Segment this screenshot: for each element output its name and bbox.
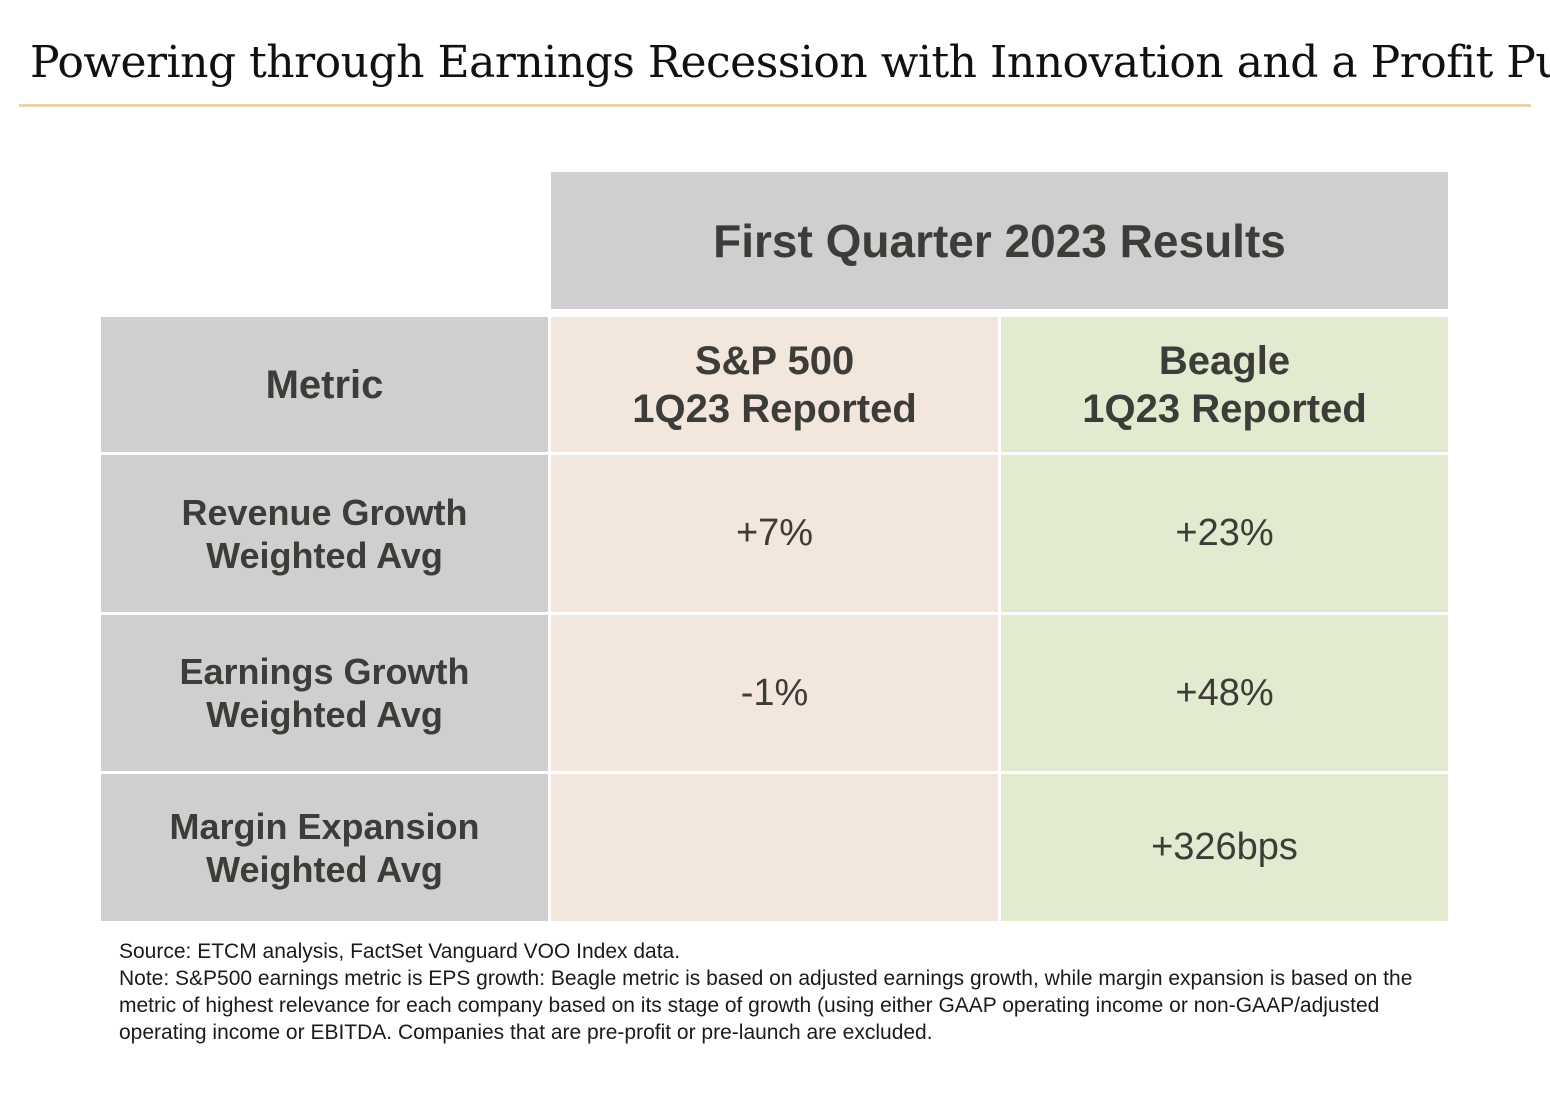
metric-label-line1: Earnings Growth — [179, 651, 470, 692]
column-header-beagle-line1: Beagle — [1158, 338, 1291, 383]
metric-label-line1: Revenue Growth — [181, 491, 468, 533]
beagle-value-cell: +326bps — [1001, 774, 1448, 921]
column-header-sp500-line2: 1Q23 Reported — [632, 386, 917, 431]
group-header: First Quarter 2023 Results — [551, 172, 1448, 309]
footnote: Source: ETCM analysis, FactSet Vanguard … — [119, 938, 1449, 1046]
metric-label-line2: Weighted Avg — [206, 848, 443, 890]
table-row-label: Revenue Growth Weighted Avg — [101, 455, 548, 612]
title-divider — [19, 104, 1531, 107]
metric-label-line2: Weighted Avg — [206, 534, 443, 576]
beagle-value-cell: +23% — [1001, 455, 1448, 612]
sp500-value-cell — [551, 774, 998, 921]
metric-label-line1: Margin Expansion — [169, 805, 480, 847]
column-header-sp500: S&P 500 1Q23 Reported — [551, 317, 998, 452]
beagle-value-cell: +48% — [1001, 615, 1448, 771]
metric-label-line2: Weighted Avg — [206, 694, 443, 735]
column-header-metric: Metric — [101, 317, 548, 452]
methodology-note: Note: S&P500 earnings metric is EPS grow… — [119, 967, 1413, 1044]
sp500-value-cell: -1% — [551, 615, 998, 771]
table-row-label: Earnings Growth Weighted Avg — [101, 615, 548, 771]
sp500-value-cell: +7% — [551, 455, 998, 612]
column-header-beagle-line2: 1Q23 Reported — [1082, 386, 1367, 431]
page-title: Powering through Earnings Recession with… — [30, 37, 1550, 88]
table-row-label: Margin Expansion Weighted Avg — [101, 774, 548, 921]
column-header-beagle: Beagle 1Q23 Reported — [1001, 317, 1448, 452]
column-header-metric-label: Metric — [265, 362, 384, 407]
source-note: Source: ETCM analysis, FactSet Vanguard … — [119, 940, 681, 963]
column-header-sp500-line1: S&P 500 — [694, 338, 855, 383]
